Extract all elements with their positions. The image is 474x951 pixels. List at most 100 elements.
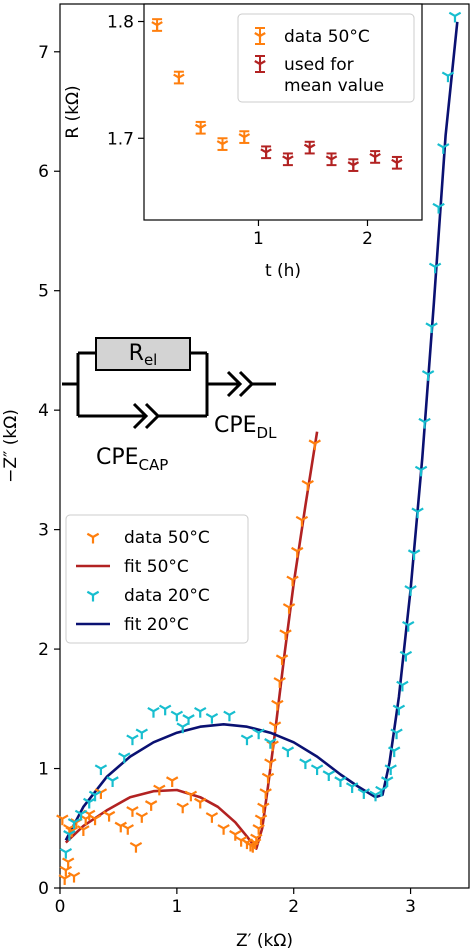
data-point-data-20-c: [310, 764, 324, 776]
data-point-data-50-c: [217, 824, 230, 835]
inset-y-tick-label: 1.8: [107, 13, 134, 33]
main-legend-entry: fit 20°C: [124, 615, 189, 635]
main-y-tick-label: 0: [38, 879, 49, 899]
data-point-data-50-c: [279, 629, 292, 641]
data-point-data-50-c: [308, 439, 321, 451]
data-point-data-50-c: [252, 824, 265, 835]
inset-marker: [238, 133, 251, 144]
data-point-data-20-c: [375, 785, 388, 797]
main-y-tick-label: 7: [38, 43, 49, 63]
data-point-data-50-c: [126, 806, 139, 817]
inset-marker: [260, 148, 272, 159]
data-point-data-20-c: [411, 507, 424, 519]
inset-errorbar-point: [325, 152, 338, 167]
main-y-axis-label: −Z″ (kΩ): [1, 409, 21, 483]
inset-errorbar-point: [238, 130, 251, 144]
inset-marker: [173, 73, 185, 84]
inset-marker: [369, 152, 381, 163]
data-point-data-50-c: [268, 721, 282, 733]
data-point-data-20-c: [182, 714, 195, 725]
data-point-data-50-c: [275, 654, 289, 666]
inset-errorbar-point: [216, 137, 229, 151]
data-point-data-20-c: [380, 776, 394, 787]
inset-errorbar-point: [347, 158, 360, 172]
data-point-data-50-c: [102, 810, 116, 822]
data-point-data-50-c: [165, 776, 179, 787]
data-point-data-50-c: [205, 812, 219, 823]
data-point-data-50-c: [114, 821, 127, 833]
data-point-data-20-c: [176, 722, 189, 734]
main-x-tick-label: 0: [55, 897, 66, 917]
data-point-data-20-c: [404, 585, 417, 596]
inset-legend-marker: [254, 60, 266, 70]
data-point-data-20-c: [345, 782, 359, 793]
main-plot: 0 1 2 3 0 1 2 3 4 5 6 7 Z′ (kΩ) −Z″ (kΩ): [1, 3, 470, 951]
resistor-box: [95, 337, 191, 371]
data-point-data-50-c: [291, 546, 304, 558]
data-point-data-20-c: [437, 143, 450, 154]
data-point-data-20-c: [118, 752, 131, 764]
data-point-data-50-c: [144, 800, 158, 811]
data-point-data-50-c: [56, 814, 69, 826]
inset-errorbar-point: [391, 155, 403, 170]
data-point-data-20-c: [392, 704, 406, 716]
data-point-data-20-c: [83, 797, 96, 809]
data-point-data-50-c: [295, 515, 309, 527]
main-legend: data 50°C fit 50°C data 20°C fit 20°C: [65, 514, 249, 644]
data-point-data-20-c: [432, 202, 445, 214]
cpe-cap-chevron-1: [132, 402, 149, 430]
inset-marker: [391, 158, 403, 169]
data-point-data-50-c: [184, 790, 198, 802]
data-point-data-20-c: [264, 738, 277, 749]
inset-legend-entry: data 50°C: [284, 27, 370, 47]
cpe-cap-label: CPECAP: [96, 445, 168, 474]
data-point-data-20-c: [384, 764, 397, 776]
data-point-data-20-c: [88, 790, 102, 802]
inset-marker: [347, 161, 360, 172]
data-point-data-50-c: [129, 841, 143, 853]
inset-legend-entry: mean value: [284, 76, 384, 96]
inset-errorbar-point: [369, 150, 381, 164]
legend-marker-swatch: [86, 590, 100, 602]
data-point-data-20-c: [126, 734, 139, 746]
inset-errorbar-point: [303, 140, 316, 155]
main-y-tick-label: 3: [38, 521, 49, 541]
main-legend-entry: fit 50°C: [124, 557, 189, 577]
series-line-fit-50-c: [64, 431, 319, 850]
data-point-data-50-c: [176, 802, 189, 814]
data-point-data-50-c: [282, 603, 296, 614]
inset-legend-box: [237, 13, 415, 103]
main-legend-entry: data 50°C: [124, 528, 210, 548]
data-point-data-20-c: [240, 734, 254, 746]
main-y-tick-label: 4: [38, 401, 49, 421]
data-point-data-50-c: [261, 772, 275, 784]
data-point-data-50-c: [121, 824, 134, 835]
data-point-data-50-c: [58, 874, 71, 885]
data-point-data-20-c: [194, 706, 207, 718]
data-point-data-20-c: [67, 818, 81, 829]
main-y-tick-label: 1: [38, 760, 49, 780]
main-x-tick-label: 1: [171, 897, 182, 917]
data-point-data-20-c: [399, 650, 413, 662]
data-point-data-20-c: [396, 680, 409, 692]
data-point-data-20-c: [418, 417, 431, 429]
main-y-tick-label: 6: [38, 162, 49, 182]
inset-y-axis-label: R (kΩ): [63, 85, 83, 138]
data-point-data-20-c: [170, 710, 184, 722]
equivalent-circuit: [62, 337, 276, 430]
inset-errorbar-point: [173, 70, 185, 85]
data-point-data-50-c: [271, 699, 284, 711]
data-point-data-50-c: [61, 857, 75, 869]
data-point-data-50-c: [153, 784, 166, 796]
data-point-data-20-c: [322, 770, 335, 782]
resistor-label: Rel: [129, 341, 158, 369]
main-legend-box: [65, 514, 249, 644]
data-point-data-20-c: [402, 620, 415, 632]
inset-plot: 1 2 1.7 1.8 t (h) R (kΩ) data 50°C used form…: [63, 3, 423, 281]
main-legend-entry: data 20°C: [124, 586, 210, 606]
legend-marker-swatch: [86, 532, 100, 544]
data-point-data-50-c: [67, 871, 81, 883]
data-point-data-50-c: [194, 797, 207, 809]
data-point-data-50-c: [257, 802, 270, 814]
